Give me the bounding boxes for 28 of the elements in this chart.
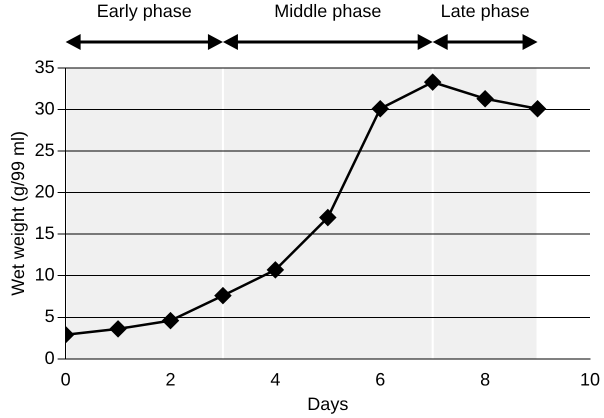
y-tick-label: 30 bbox=[34, 98, 55, 119]
x-tick-label: 0 bbox=[60, 370, 71, 390]
x-tick-label: 10 bbox=[580, 370, 600, 390]
point bbox=[162, 312, 179, 329]
point bbox=[214, 287, 232, 304]
point bbox=[424, 74, 441, 90]
y-tick-label: 0 bbox=[44, 348, 55, 368]
y-tick-label: 10 bbox=[34, 264, 55, 285]
band-label: Early phase bbox=[96, 0, 192, 21]
point bbox=[372, 100, 388, 117]
x-tick-label: 8 bbox=[480, 370, 490, 390]
y-axis-title: Wet weight (g/99 ml) bbox=[8, 131, 28, 296]
y-tick-label: 15 bbox=[34, 223, 55, 244]
x-tick-label: 4 bbox=[270, 370, 280, 390]
y-tick-label: 5 bbox=[44, 306, 55, 326]
y-tick-label: 35 bbox=[34, 56, 55, 77]
y-tick-label: 25 bbox=[34, 140, 55, 160]
x-tick-label: 6 bbox=[375, 370, 386, 390]
x-tick-label: 2 bbox=[165, 370, 176, 390]
y-tick-label: 20 bbox=[34, 182, 55, 202]
point bbox=[529, 100, 546, 117]
point bbox=[476, 90, 494, 107]
point bbox=[110, 320, 126, 338]
point bbox=[267, 262, 284, 278]
point bbox=[320, 209, 336, 226]
band-label: Late phase bbox=[440, 0, 530, 21]
x-axis-title: Days bbox=[307, 394, 348, 414]
band-label: Middle phase bbox=[274, 0, 382, 21]
